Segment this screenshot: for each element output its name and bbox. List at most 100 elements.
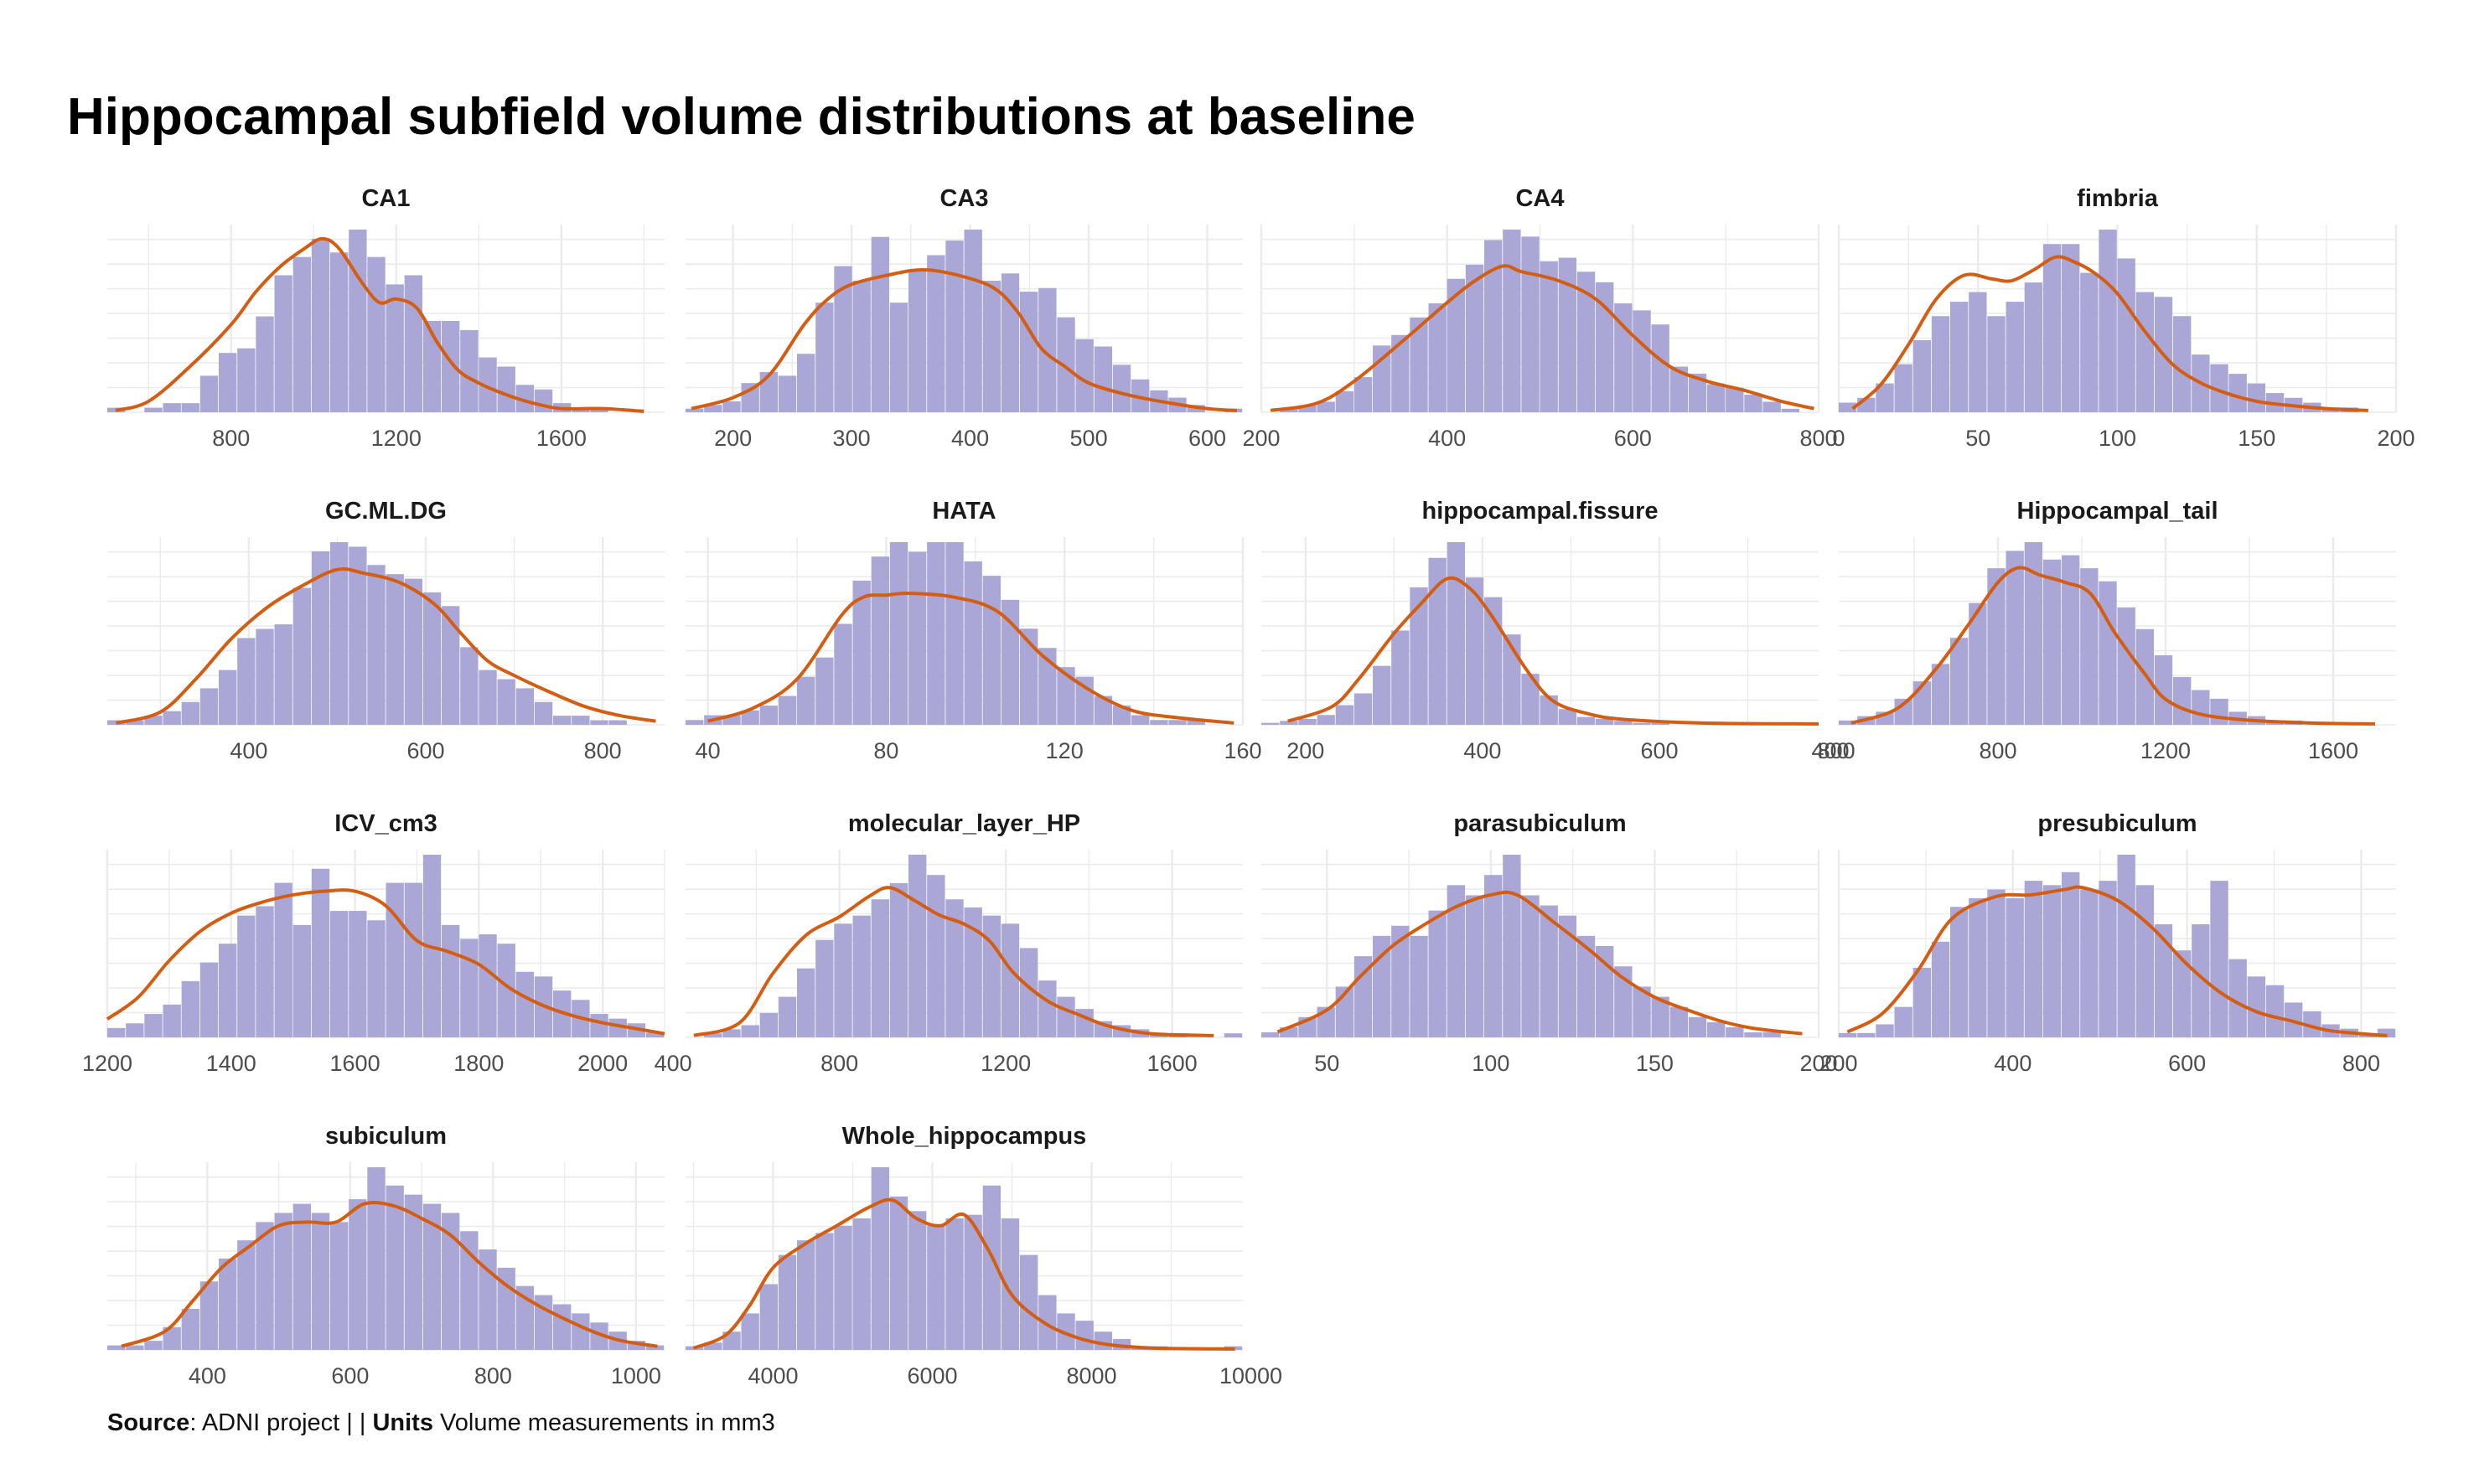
- x-tick-label: 80: [873, 738, 898, 763]
- x-tick-label: 600: [1640, 738, 1678, 763]
- histogram-bar: [1057, 667, 1075, 725]
- x-tick-label: 500: [1070, 426, 1108, 451]
- histogram-bar: [608, 720, 627, 725]
- histogram-bar: [778, 996, 797, 1037]
- histogram-bar: [1075, 1321, 1094, 1350]
- histogram-bar: [349, 1199, 367, 1350]
- histogram-bar: [442, 321, 460, 412]
- histogram-bar: [1094, 1331, 1113, 1350]
- density-curve: [1287, 576, 1819, 726]
- histogram-bar: [2210, 698, 2228, 725]
- histogram-bar: [144, 407, 163, 412]
- histogram-bar: [1987, 568, 2006, 725]
- histogram-bar: [590, 720, 608, 725]
- histogram-bar: [107, 1027, 126, 1037]
- histogram-bar: [1651, 722, 1669, 725]
- histogram-bar: [1150, 720, 1168, 725]
- histogram-bar: [2024, 881, 2043, 1037]
- histogram-bar: [982, 281, 1002, 412]
- histogram-bar: [852, 580, 871, 725]
- histogram-bar: [2154, 924, 2173, 1037]
- histogram-bar: [722, 715, 741, 725]
- histogram-bar: [2135, 885, 2155, 1037]
- histogram-bar: [1168, 720, 1187, 725]
- panel-title: parasubiculum: [1453, 810, 1626, 837]
- histogram-bar: [572, 1313, 590, 1350]
- histogram-bar: [181, 980, 200, 1037]
- histogram-bar: [2173, 316, 2192, 412]
- histogram-bar: [1969, 897, 1987, 1037]
- histogram-bar: [686, 720, 704, 725]
- histogram-bar: [479, 357, 497, 412]
- panel-title: GC.ML.DG: [325, 498, 447, 525]
- panel-title: hippocampal.fissure: [1421, 498, 1658, 525]
- histogram-bar: [367, 1167, 386, 1350]
- panel-icv-cm3: ICV_cm3 1200 1400 1600 1800 2000: [82, 810, 665, 1076]
- histogram-bar: [349, 230, 367, 412]
- histogram-bar: [704, 1033, 722, 1037]
- histogram-bar: [1633, 722, 1651, 725]
- histogram-bar: [1540, 261, 1558, 412]
- histogram-bar: [686, 408, 704, 412]
- histogram-bar: [1261, 1032, 1280, 1037]
- histogram-bar: [460, 647, 479, 725]
- histogram-bar: [797, 354, 815, 412]
- histogram-bar: [386, 1185, 404, 1350]
- x-tick-label: 0: [1832, 426, 1845, 451]
- histogram-bar: [1353, 377, 1373, 412]
- x-tick-label: 100: [1472, 1051, 1509, 1076]
- histogram-bar: [1912, 967, 1932, 1037]
- histogram-bar: [1075, 339, 1094, 412]
- histogram-bar: [1931, 941, 1950, 1037]
- histogram-bar: [144, 716, 163, 725]
- histogram-bar: [797, 676, 815, 725]
- histogram-bar: [704, 1342, 722, 1350]
- histogram-bar: [1020, 948, 1038, 1037]
- panel-ca4: CA4 200 400 600 800: [1242, 185, 1837, 451]
- panel-subiculum: subiculum 400 600 800 1000: [107, 1123, 665, 1388]
- x-tick-label: 200: [1819, 1051, 1857, 1076]
- histogram-bar: [1280, 721, 1298, 725]
- x-tick-label: 150: [1636, 1051, 1674, 1076]
- histogram-bar: [515, 385, 535, 412]
- panel-gc-ml-dg: GC.ML.DG 400 600 800: [107, 498, 665, 763]
- density-curve: [115, 236, 644, 413]
- x-tick-label: 1600: [536, 426, 587, 451]
- histogram-bar: [1521, 674, 1540, 725]
- histogram-bar: [553, 1304, 572, 1350]
- x-tick-label: 200: [714, 426, 752, 451]
- histogram-bar: [871, 556, 890, 725]
- histogram-bar: [852, 915, 871, 1037]
- panel-parasubiculum: parasubiculum 50 100 150 200: [1261, 810, 1838, 1076]
- panel-ca1: CA1 800 1200 1600: [107, 185, 665, 451]
- x-tick-label: 6000: [907, 1363, 957, 1388]
- density-curve: [691, 267, 1238, 412]
- histogram-bar: [815, 1233, 834, 1350]
- histogram-bar: [163, 1004, 181, 1037]
- histogram-bar: [1298, 718, 1317, 725]
- panel-title: CA1: [361, 185, 410, 212]
- x-tick-label: 10000: [1219, 1363, 1282, 1388]
- histogram-bar: [1428, 303, 1447, 412]
- histogram-bar: [815, 939, 834, 1037]
- histogram-bar: [1428, 910, 1447, 1037]
- histogram-bar: [852, 1218, 871, 1350]
- histogram-bar: [330, 1222, 349, 1350]
- histogram-bar: [144, 1341, 163, 1350]
- x-tick-label: 2000: [577, 1051, 628, 1076]
- histogram-bar: [1020, 628, 1038, 725]
- histogram-bar: [834, 1225, 852, 1350]
- histogram-bar: [1969, 292, 1987, 412]
- x-tick-label: 150: [2238, 426, 2275, 451]
- x-tick-label: 50: [1314, 1051, 1339, 1076]
- histogram-bar: [219, 1259, 237, 1350]
- histogram-bar: [927, 1225, 945, 1350]
- histogram-bar: [945, 1218, 964, 1350]
- histogram-bar: [1391, 630, 1410, 725]
- histogram-bar: [2080, 889, 2099, 1037]
- x-tick-label: 1000: [611, 1363, 661, 1388]
- x-tick-label: 1800: [453, 1051, 504, 1076]
- x-tick-label: 600: [2168, 1051, 2206, 1076]
- histogram-bar: [1447, 542, 1466, 725]
